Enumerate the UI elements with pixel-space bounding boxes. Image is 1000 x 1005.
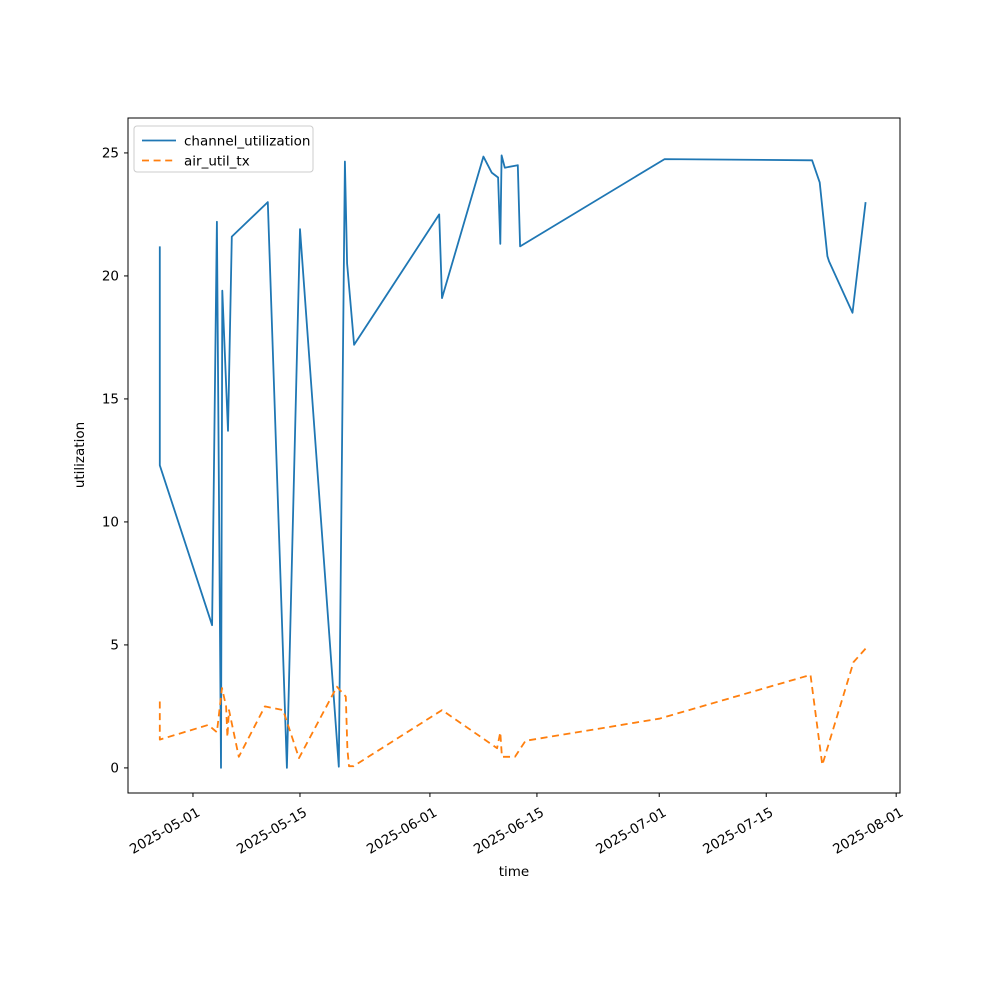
y-axis-label: utilization: [72, 422, 88, 488]
x-tick-label: 2025-06-15: [471, 805, 547, 858]
legend-box: [133, 125, 314, 173]
x-axis-label: time: [499, 864, 530, 880]
x-tick-label: 2025-08-01: [830, 805, 906, 858]
x-tick-label: 2025-05-15: [234, 805, 310, 858]
legend-label-air-util-tx: air_util_tx: [184, 154, 250, 170]
series-line-air_util_tx: [158, 647, 867, 768]
y-tick-label: 0: [110, 760, 119, 776]
y-tick-label: 10: [102, 514, 119, 530]
legend: channel_utilization air_util_tx: [133, 125, 314, 173]
legend-label-channel-utilization: channel_utilization: [184, 134, 311, 150]
axes-frame: [127, 117, 901, 794]
x-tick-label: 2025-05-01: [127, 805, 203, 858]
y-tick-label: 25: [102, 145, 119, 161]
series-line-channel_utilization: [158, 154, 867, 769]
x-tick-label: 2025-07-01: [593, 805, 669, 858]
y-tick-label: 15: [102, 391, 119, 407]
y-tick-label: 20: [102, 268, 119, 284]
plot-area: 2025-05-01 2025-05-15 2025-06-01 2025-06-15…: [102, 117, 906, 858]
x-tick-label: 2025-07-15: [700, 805, 776, 858]
x-tick-label: 2025-06-01: [364, 805, 440, 858]
y-tick-label: 5: [110, 637, 119, 653]
